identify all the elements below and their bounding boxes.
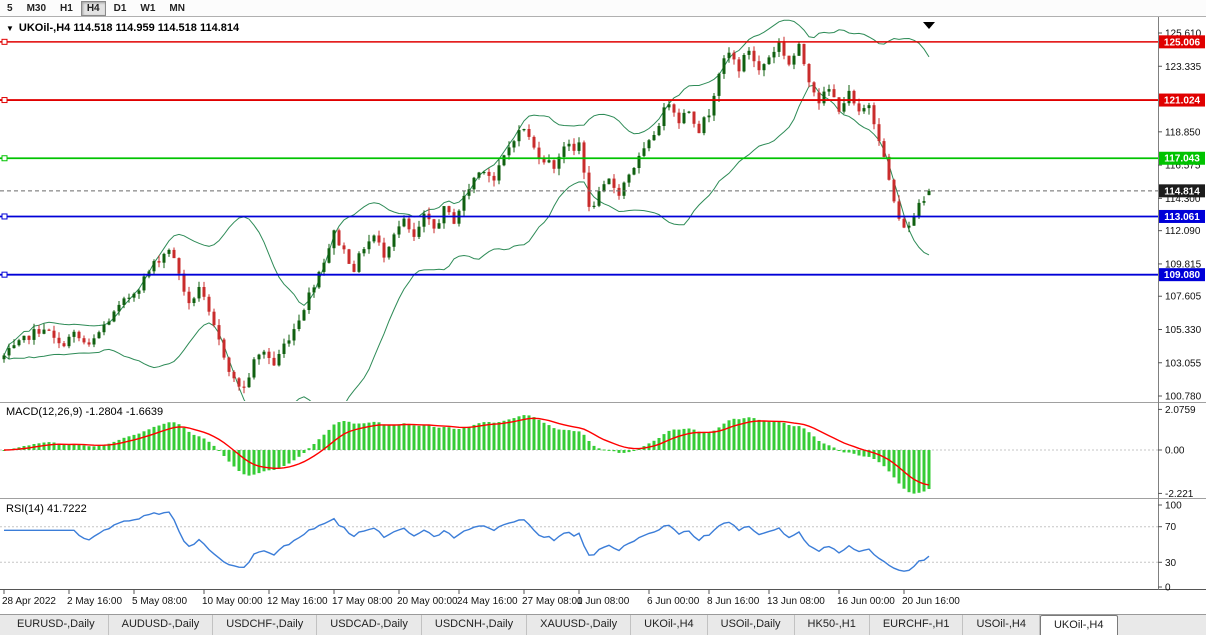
svg-text:5 May 08:00: 5 May 08:00 [132, 596, 187, 607]
chart-tab-usoil-h4[interactable]: USOil-,H4 [963, 615, 1040, 635]
svg-text:6 Jun 00:00: 6 Jun 00:00 [647, 596, 700, 607]
svg-text:27 May 08:00: 27 May 08:00 [522, 596, 583, 607]
svg-text:2 May 16:00: 2 May 16:00 [67, 596, 122, 607]
svg-text:20 May 00:00: 20 May 00:00 [397, 596, 458, 607]
svg-text:107.605: 107.605 [1165, 292, 1202, 303]
svg-text:105.330: 105.330 [1165, 325, 1202, 336]
chart-tab-audusd-daily[interactable]: AUDUSD-,Daily [109, 615, 214, 635]
svg-text:112.090: 112.090 [1165, 226, 1201, 237]
timeframe-button-h4[interactable]: H4 [80, 0, 106, 16]
svg-text:24 May 16:00: 24 May 16:00 [457, 596, 518, 607]
svg-text:121.024: 121.024 [1164, 96, 1201, 107]
chart-tab-usdcad-daily[interactable]: USDCAD-,Daily [317, 615, 422, 635]
symbol-dropdown-icon[interactable]: ▼ [6, 24, 14, 33]
svg-text:13 Jun 08:00: 13 Jun 08:00 [767, 596, 825, 607]
chart-tab-ukoil-h4[interactable]: UKOil-,H4 [631, 615, 708, 635]
svg-text:117.043: 117.043 [1164, 154, 1200, 165]
timeframe-button-m30[interactable]: M30 [21, 1, 52, 16]
timeframe-button-d1[interactable]: D1 [108, 1, 133, 16]
svg-text:109.080: 109.080 [1164, 270, 1201, 281]
svg-text:0.00: 0.00 [1165, 446, 1185, 457]
svg-text:10 May 00:00: 10 May 00:00 [202, 596, 263, 607]
svg-text:118.850: 118.850 [1165, 127, 1201, 138]
timeframe-toolbar: 5 M30 H1 H4 D1 W1 MN [0, 0, 1206, 17]
svg-text:125.006: 125.006 [1164, 37, 1201, 48]
timeframe-button-h1[interactable]: H1 [54, 1, 79, 16]
svg-text:114.814: 114.814 [1164, 186, 1200, 197]
svg-text:28 Apr 2022: 28 Apr 2022 [2, 596, 56, 607]
timeframe-button-mn[interactable]: MN [163, 1, 191, 16]
chart-tab-ukoil-h4[interactable]: UKOil-,H4 [1039, 615, 1118, 635]
svg-text:114.300: 114.300 [1165, 194, 1201, 205]
svg-text:1 Jun 08:00: 1 Jun 08:00 [577, 596, 630, 607]
svg-text:70: 70 [1165, 522, 1177, 533]
svg-text:116.575: 116.575 [1165, 161, 1201, 172]
svg-text:123.335: 123.335 [1165, 62, 1202, 73]
svg-text:113.061: 113.061 [1164, 212, 1200, 223]
svg-text:100.780: 100.780 [1165, 392, 1202, 403]
timeframe-button-w1[interactable]: W1 [134, 1, 161, 16]
chart-tab-usdchf-daily[interactable]: USDCHF-,Daily [213, 615, 318, 635]
svg-text:8 Jun 16:00: 8 Jun 16:00 [707, 596, 760, 607]
chart-tab-usoil-daily[interactable]: USOil-,Daily [708, 615, 795, 635]
svg-text:-2.221: -2.221 [1165, 489, 1194, 500]
timeframe-button-5[interactable]: 5 [1, 1, 19, 16]
chart-canvas[interactable]: 125.610 123.335 118.850 116.575 114.300 112.0… [0, 17, 1206, 614]
svg-text:17 May 08:00: 17 May 08:00 [332, 596, 393, 607]
svg-text:12 May 16:00: 12 May 16:00 [267, 596, 328, 607]
chart-tab-eurusd-daily[interactable]: EURUSD-,Daily [4, 615, 109, 635]
svg-text:109.815: 109.815 [1165, 259, 1202, 270]
svg-text:2.0759: 2.0759 [1165, 405, 1196, 416]
svg-text:16 Jun 00:00: 16 Jun 00:00 [837, 596, 895, 607]
svg-text:20 Jun 16:00: 20 Jun 16:00 [902, 596, 960, 607]
chart-tabs-bar: EURUSD-,Daily AUDUSD-,Daily USDCHF-,Daily U… [0, 614, 1206, 635]
svg-text:30: 30 [1165, 558, 1177, 569]
chart-tab-eurchf-h1[interactable]: EURCHF-,H1 [870, 615, 964, 635]
svg-text:103.055: 103.055 [1165, 358, 1202, 369]
svg-text:100: 100 [1165, 501, 1182, 512]
chart-tab-hk50-h1[interactable]: HK50-,H1 [795, 615, 870, 635]
chart-tab-xauusd-daily[interactable]: XAUUSD-,Daily [527, 615, 632, 635]
chart-tab-usdcnh-daily[interactable]: USDCNH-,Daily [422, 615, 528, 635]
svg-text:125.610: 125.610 [1165, 29, 1202, 40]
svg-text:0: 0 [1165, 583, 1171, 594]
